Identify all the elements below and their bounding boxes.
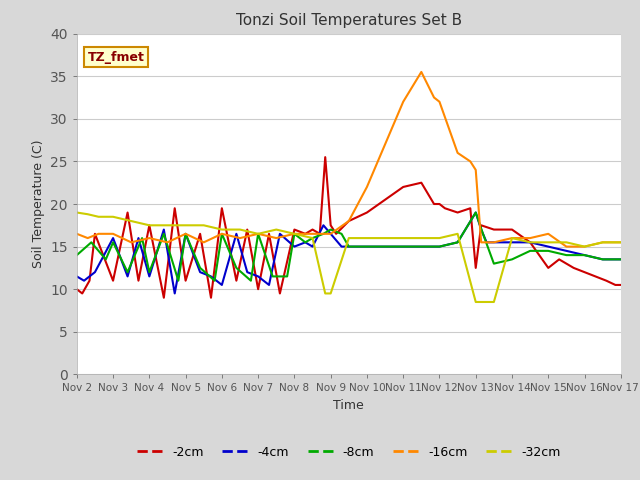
- X-axis label: Time: Time: [333, 399, 364, 412]
- Legend: -2cm, -4cm, -8cm, -16cm, -32cm: -2cm, -4cm, -8cm, -16cm, -32cm: [132, 441, 566, 464]
- Text: TZ_fmet: TZ_fmet: [88, 51, 145, 64]
- Title: Tonzi Soil Temperatures Set B: Tonzi Soil Temperatures Set B: [236, 13, 462, 28]
- Y-axis label: Soil Temperature (C): Soil Temperature (C): [31, 140, 45, 268]
